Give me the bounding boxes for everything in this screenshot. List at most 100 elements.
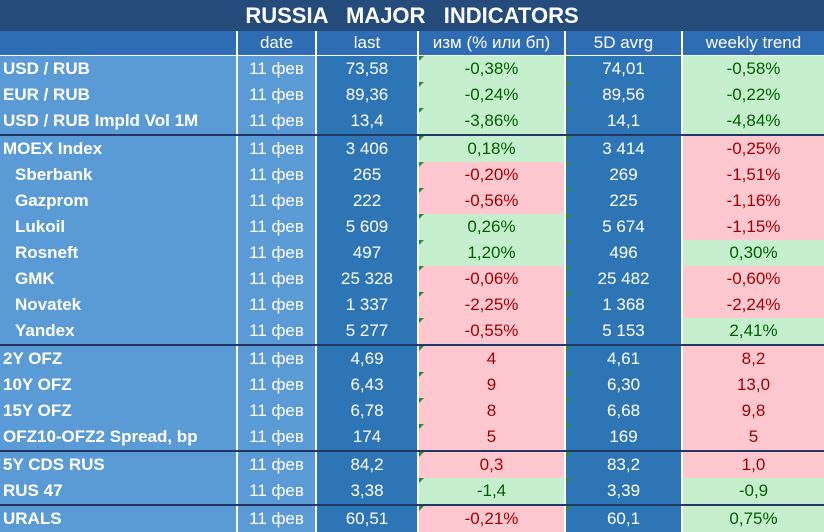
row-name: Lukoil xyxy=(0,214,236,240)
row-weekly-trend: -0,58% xyxy=(683,56,824,82)
cell-indicator-icon xyxy=(566,56,571,61)
row-date: 11 фев xyxy=(238,108,315,134)
cell-indicator-icon xyxy=(566,478,571,483)
row-weekly-trend: 13,0 xyxy=(683,372,824,398)
row-change: -3,86% xyxy=(419,108,564,134)
row-weekly-trend: 5 xyxy=(683,424,824,450)
row-change: -0,21% xyxy=(419,506,564,532)
group-separator xyxy=(0,504,824,506)
group-separator xyxy=(0,134,824,136)
row-name: RUS 47 xyxy=(0,478,236,504)
row-5d-avg: 89,56 xyxy=(566,82,681,108)
row-weekly-trend: -1,16% xyxy=(683,188,824,214)
row-5d-avg: 83,2 xyxy=(566,452,681,478)
row-last: 4,69 xyxy=(317,346,417,372)
cell-indicator-icon xyxy=(419,188,424,193)
row-last: 3 406 xyxy=(317,136,417,162)
row-5d-avg: 6,68 xyxy=(566,398,681,424)
row-5d-avg: 169 xyxy=(566,424,681,450)
header-weekly-trend: weekly trend xyxy=(683,31,824,55)
row-name: Sberbank xyxy=(0,162,236,188)
cell-indicator-icon xyxy=(419,452,424,457)
row-name: Gazprom xyxy=(0,188,236,214)
row-date: 11 фев xyxy=(238,346,315,372)
cell-indicator-icon xyxy=(566,214,571,219)
cell-indicator-icon xyxy=(566,398,571,403)
row-date: 11 фев xyxy=(238,188,315,214)
cell-indicator-icon xyxy=(566,506,571,511)
cell-indicator-icon xyxy=(419,398,424,403)
row-5d-avg: 3,39 xyxy=(566,478,681,504)
cell-indicator-icon xyxy=(566,452,571,457)
cell-indicator-icon xyxy=(419,266,424,271)
row-date: 11 фев xyxy=(238,478,315,504)
row-last: 497 xyxy=(317,240,417,266)
row-date: 11 фев xyxy=(238,136,315,162)
row-weekly-trend: -1,15% xyxy=(683,214,824,240)
cell-indicator-icon xyxy=(419,424,424,429)
row-last: 174 xyxy=(317,424,417,450)
row-weekly-trend: -4,84% xyxy=(683,108,824,134)
row-last: 1 337 xyxy=(317,292,417,318)
row-name: Rosneft xyxy=(0,240,236,266)
row-weekly-trend: 9,8 xyxy=(683,398,824,424)
row-weekly-trend: -1,51% xyxy=(683,162,824,188)
row-change: 0,18% xyxy=(419,136,564,162)
row-5d-avg: 4,61 xyxy=(566,346,681,372)
row-last: 13,4 xyxy=(317,108,417,134)
cell-indicator-icon xyxy=(566,372,571,377)
row-name: USD / RUB xyxy=(0,56,236,82)
cell-indicator-icon xyxy=(566,424,571,429)
row-last: 73,58 xyxy=(317,56,417,82)
row-change: 0,26% xyxy=(419,214,564,240)
row-last: 222 xyxy=(317,188,417,214)
row-last: 84,2 xyxy=(317,452,417,478)
cell-indicator-icon xyxy=(419,214,424,219)
row-last: 89,36 xyxy=(317,82,417,108)
row-weekly-trend: 0,30% xyxy=(683,240,824,266)
row-date: 11 фев xyxy=(238,398,315,424)
header-5d-avg: 5D avrg xyxy=(566,31,681,55)
cell-indicator-icon xyxy=(566,318,571,323)
row-last: 25 328 xyxy=(317,266,417,292)
cell-indicator-icon xyxy=(419,56,424,61)
row-weekly-trend: 8,2 xyxy=(683,346,824,372)
row-name: 10Y OFZ xyxy=(0,372,236,398)
cell-indicator-icon xyxy=(419,318,424,323)
row-change: -2,25% xyxy=(419,292,564,318)
cell-indicator-icon xyxy=(419,82,424,87)
row-5d-avg: 14,1 xyxy=(566,108,681,134)
cell-indicator-icon xyxy=(419,162,424,167)
row-weekly-trend: -0,60% xyxy=(683,266,824,292)
row-5d-avg: 5 153 xyxy=(566,318,681,344)
group-separator xyxy=(0,450,824,452)
cell-indicator-icon xyxy=(419,372,424,377)
header-last: last xyxy=(317,31,417,55)
row-last: 5 277 xyxy=(317,318,417,344)
row-weekly-trend: -0,9 xyxy=(683,478,824,504)
row-date: 11 фев xyxy=(238,292,315,318)
row-change: -0,06% xyxy=(419,266,564,292)
row-name: OFZ10-OFZ2 Spread, bp xyxy=(0,424,236,450)
row-change: 1,20% xyxy=(419,240,564,266)
row-date: 11 фев xyxy=(238,214,315,240)
cell-indicator-icon xyxy=(566,108,571,113)
row-5d-avg: 496 xyxy=(566,240,681,266)
row-weekly-trend: -0,25% xyxy=(683,136,824,162)
cell-indicator-icon xyxy=(566,82,571,87)
row-5d-avg: 60,1 xyxy=(566,506,681,532)
header-name xyxy=(0,31,236,55)
row-date: 11 фев xyxy=(238,318,315,344)
cell-indicator-icon xyxy=(566,292,571,297)
row-change: 9 xyxy=(419,372,564,398)
row-last: 6,78 xyxy=(317,398,417,424)
row-last: 265 xyxy=(317,162,417,188)
row-change: -1,4 xyxy=(419,478,564,504)
cell-indicator-icon xyxy=(419,240,424,245)
header-date: date xyxy=(238,31,315,55)
row-last: 60,51 xyxy=(317,506,417,532)
row-weekly-trend: -2,24% xyxy=(683,292,824,318)
header-change: изм (% или бп) xyxy=(419,31,564,55)
row-change: -0,20% xyxy=(419,162,564,188)
